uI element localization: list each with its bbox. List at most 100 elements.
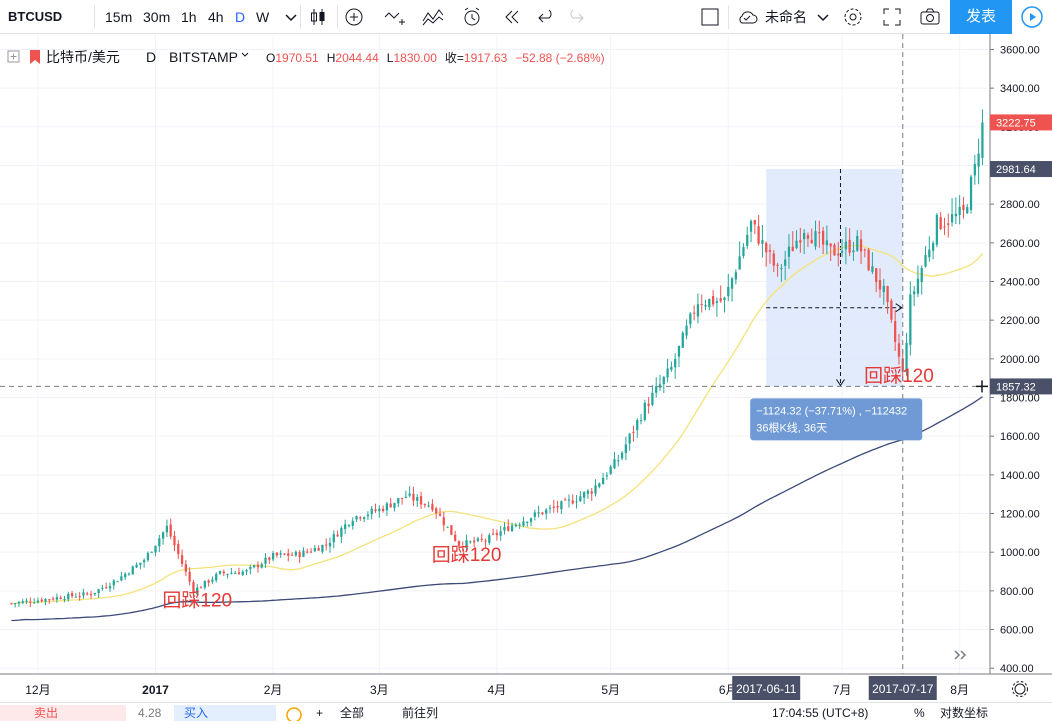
sell-button[interactable]: 卖出	[0, 705, 126, 721]
candle-body[interactable]	[734, 272, 737, 280]
candle-body[interactable]	[715, 301, 719, 303]
candle-body[interactable]	[192, 582, 195, 594]
candle-body[interactable]	[677, 345, 681, 357]
candle-body[interactable]	[264, 557, 267, 564]
candle-body[interactable]	[465, 540, 468, 548]
candle-body[interactable]	[165, 525, 169, 533]
candle-body[interactable]	[935, 214, 939, 245]
candle-body[interactable]	[639, 420, 643, 422]
candle-body[interactable]	[962, 204, 965, 211]
candles-icon[interactable]	[306, 5, 330, 29]
candle-body[interactable]	[590, 491, 593, 494]
candle-body[interactable]	[871, 266, 874, 272]
indicators-icon[interactable]	[421, 5, 445, 29]
candle-body[interactable]	[226, 573, 229, 575]
candle-body[interactable]	[112, 580, 115, 586]
candle-body[interactable]	[161, 532, 165, 539]
candle-body[interactable]	[605, 475, 609, 477]
candle-body[interactable]	[503, 527, 506, 531]
candle-body[interactable]	[44, 598, 47, 602]
candle-body[interactable]	[116, 581, 119, 583]
candle-body[interactable]	[237, 572, 241, 575]
candle-body[interactable]	[283, 553, 286, 555]
candle-body[interactable]	[363, 517, 366, 520]
candle-body[interactable]	[931, 243, 935, 251]
replay-icon[interactable]	[500, 5, 524, 29]
candle-body[interactable]	[93, 592, 96, 595]
candle-body[interactable]	[457, 540, 461, 547]
fullscreen-icon[interactable]	[880, 5, 904, 29]
candle-body[interactable]	[180, 555, 184, 564]
candle-body[interactable]	[689, 313, 692, 325]
candle-body[interactable]	[890, 300, 893, 320]
trade-settings[interactable]	[286, 705, 302, 723]
candle-body[interactable]	[203, 580, 206, 588]
candle-body[interactable]	[488, 535, 491, 543]
candle-body[interactable]	[791, 246, 794, 252]
candle-body[interactable]	[124, 573, 127, 578]
candle-body[interactable]	[704, 304, 707, 307]
candle-body[interactable]	[943, 226, 946, 228]
interval-d[interactable]: D	[235, 9, 246, 25]
candle-body[interactable]	[776, 264, 779, 266]
candle-body[interactable]	[803, 233, 806, 240]
interval-1h[interactable]: 1h	[181, 9, 197, 25]
candle-body[interactable]	[480, 538, 483, 540]
candle-body[interactable]	[400, 497, 404, 499]
candle-body[interactable]	[446, 526, 449, 528]
candle-body[interactable]	[583, 492, 586, 498]
candle-body[interactable]	[928, 249, 931, 258]
candle-body[interactable]	[526, 521, 529, 523]
candle-body[interactable]	[344, 524, 347, 530]
candle-body[interactable]	[651, 392, 654, 405]
candle-body[interactable]	[784, 259, 787, 266]
candle-body[interactable]	[693, 312, 696, 314]
candle-body[interactable]	[416, 497, 419, 501]
candle-body[interactable]	[514, 524, 517, 527]
candle-body[interactable]	[184, 564, 187, 572]
candle-body[interactable]	[321, 544, 324, 552]
gear-icon[interactable]	[841, 5, 865, 29]
candle-body[interactable]	[950, 214, 954, 223]
candle-body[interactable]	[351, 520, 354, 526]
candle-body[interactable]	[886, 286, 889, 303]
candle-body[interactable]	[973, 163, 976, 176]
candle-body[interactable]	[454, 534, 457, 541]
chevron-down-icon[interactable]	[279, 5, 303, 29]
candle-body[interactable]	[700, 303, 703, 305]
candle-body[interactable]	[74, 596, 77, 598]
candle-body[interactable]	[222, 571, 225, 574]
candle-body[interactable]	[632, 431, 635, 433]
candle-body[interactable]	[662, 376, 665, 385]
candle-body[interactable]	[131, 566, 134, 575]
candle-body[interactable]	[253, 565, 256, 568]
add-icon[interactable]: +	[316, 706, 324, 720]
candle-body[interactable]	[882, 285, 885, 293]
candle-body[interactable]	[309, 551, 313, 553]
candle-body[interactable]	[461, 546, 464, 548]
candle-body[interactable]	[730, 278, 734, 289]
candle-body[interactable]	[696, 304, 700, 317]
candle-body[interactable]	[298, 552, 301, 558]
candle-body[interactable]	[552, 506, 555, 508]
candle-body[interactable]	[810, 239, 813, 244]
candle-body[interactable]	[476, 538, 480, 542]
candle-body[interactable]	[499, 531, 502, 536]
candle-body[interactable]	[359, 517, 362, 519]
candle-body[interactable]	[169, 524, 172, 537]
candle-body[interactable]	[256, 564, 260, 568]
candle-body[interactable]	[586, 490, 590, 494]
candle-body[interactable]	[173, 535, 176, 546]
candle-body[interactable]	[275, 552, 279, 556]
candle-body[interactable]	[154, 545, 157, 553]
candle-body[interactable]	[920, 267, 923, 283]
candle-body[interactable]	[647, 403, 650, 406]
candle-body[interactable]	[473, 540, 476, 543]
candle-body[interactable]	[82, 592, 85, 596]
candle-body[interactable]	[17, 602, 21, 604]
log-scale-toggle[interactable]: 对数坐标	[940, 706, 989, 720]
candle-body[interactable]	[325, 544, 328, 546]
measure-rect[interactable]	[766, 169, 903, 387]
candle-body[interactable]	[575, 501, 578, 503]
candle-body[interactable]	[624, 444, 627, 454]
